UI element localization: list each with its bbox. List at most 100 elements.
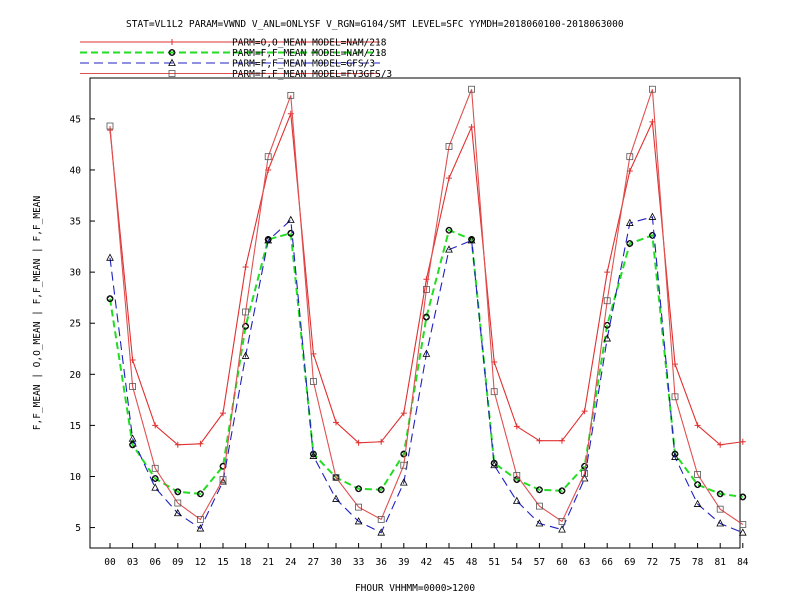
point-marker: [536, 502, 543, 510]
point-marker: [377, 515, 385, 523]
x-tick-label: 18: [240, 557, 252, 568]
legend-item: PARM=F,F_MEAN MODEL=GFS/3: [80, 59, 380, 70]
point-marker: [287, 91, 295, 99]
point-marker: [400, 461, 408, 469]
point-marker: [422, 313, 430, 321]
point-marker: [603, 321, 611, 329]
point-marker: [168, 58, 176, 66]
point-marker: [309, 451, 318, 459]
point-marker: [694, 481, 702, 489]
y-tick-label: 45: [70, 114, 81, 125]
x-tick-label: 57: [534, 557, 545, 568]
point-marker: [445, 143, 453, 150]
y-tick-label: 10: [70, 472, 82, 483]
point-marker: [490, 460, 499, 469]
x-tick-label: 09: [172, 557, 184, 568]
point-marker: [738, 528, 747, 536]
legend: PARM=O,O_MEAN MODEL=NAM/218PARM=F,F_MEAN…: [80, 38, 392, 80]
point-marker: [468, 85, 476, 93]
x-tick-label: 00: [104, 557, 116, 568]
point-marker: [422, 349, 431, 357]
point-marker: [287, 229, 295, 237]
point-marker: [581, 470, 588, 477]
point-marker: [355, 439, 362, 446]
point-marker: [106, 295, 114, 303]
point-marker: [286, 215, 295, 223]
point-marker: [264, 153, 272, 161]
point-marker: [648, 212, 657, 220]
series-1: [107, 110, 746, 448]
point-marker: [716, 490, 724, 498]
point-marker: [264, 236, 273, 244]
x-tick-label: 54: [511, 557, 523, 568]
point-marker: [332, 494, 340, 502]
point-marker: [197, 440, 204, 447]
point-marker: [536, 437, 543, 444]
point-marker: [671, 452, 679, 460]
legend-label: PARM=O,O_MEAN MODEL=NAM/218: [232, 38, 387, 49]
point-marker: [151, 483, 160, 491]
point-marker: [152, 422, 159, 429]
y-tick-label: 35: [70, 217, 81, 228]
point-marker: [446, 175, 452, 182]
x-tick-label: 06: [149, 557, 161, 568]
y-tick-label: 20: [70, 370, 82, 381]
point-marker: [445, 245, 453, 253]
point-marker: [716, 505, 724, 513]
legend-item: PARM=O,O_MEAN MODEL=NAM/218: [80, 38, 387, 49]
series-3: [106, 212, 747, 536]
point-marker: [603, 334, 612, 342]
point-marker: [468, 124, 475, 131]
point-marker: [196, 515, 204, 523]
x-tick-label: 27: [308, 557, 319, 568]
point-marker: [445, 226, 453, 234]
series-line: [109, 228, 743, 498]
x-tick-label: 21: [262, 557, 274, 568]
point-marker: [716, 519, 725, 527]
point-marker: [467, 236, 476, 244]
legend-label: PARM=F,F_MEAN MODEL=GFS/3: [232, 59, 375, 70]
point-marker: [378, 438, 385, 445]
y-tick-label: 15: [70, 421, 81, 432]
x-tick-label: 63: [579, 557, 590, 568]
legend-item: PARM=F,F_MEAN MODEL=NAM/218: [80, 48, 387, 59]
point-marker: [151, 474, 159, 483]
point-marker: [422, 286, 430, 293]
point-marker: [558, 518, 566, 525]
point-marker: [106, 253, 114, 261]
x-tick-label: 36: [375, 557, 387, 568]
series-4: [106, 85, 747, 528]
x-tick-label: 39: [398, 557, 410, 568]
x-tick-label: 33: [353, 557, 364, 568]
point-marker: [332, 474, 340, 481]
point-marker: [354, 517, 363, 525]
point-marker: [693, 499, 702, 507]
point-marker: [739, 493, 747, 501]
x-tick-label: 24: [285, 557, 297, 568]
x-tick-label: 42: [421, 557, 432, 568]
point-marker: [196, 524, 205, 532]
x-tick-label: 81: [714, 557, 726, 568]
y-tick-label: 40: [70, 165, 82, 176]
point-marker: [513, 472, 521, 479]
point-marker: [377, 528, 386, 536]
point-marker: [241, 351, 250, 359]
axis-ticks: 5 10 15 20 25 30 35 40 45 00 03 06 09 12 15 18 21 24 27 30 3…: [70, 114, 749, 568]
x-tick-label: 12: [195, 557, 206, 568]
point-marker: [490, 459, 498, 467]
point-marker: [739, 438, 746, 445]
x-tick-label: 45: [443, 557, 454, 568]
y-tick-label: 5: [75, 523, 81, 534]
series-line: [109, 89, 744, 525]
point-marker: [242, 264, 249, 271]
point-marker: [355, 503, 363, 511]
point-marker: [558, 487, 566, 495]
point-marker: [129, 383, 137, 390]
point-marker: [168, 70, 176, 77]
point-marker: [174, 441, 181, 448]
point-marker: [169, 39, 175, 45]
x-tick-label: 69: [624, 557, 636, 568]
point-marker: [128, 434, 137, 442]
point-marker: [604, 269, 611, 276]
